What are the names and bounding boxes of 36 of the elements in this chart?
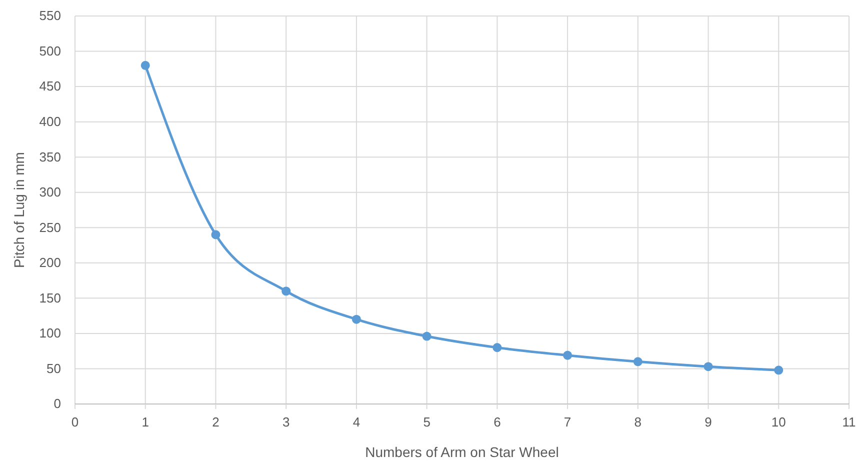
x-tick-label: 4 [352,414,360,430]
point [282,286,291,296]
y-tick-label: 300 [39,184,61,200]
y-tick-label: 350 [39,149,61,164]
x-tick-label: 1 [142,414,149,430]
x-tick-label: 9 [704,414,712,430]
x-tick-label: 8 [634,414,642,430]
y-tick-label: 450 [39,78,61,94]
x-axis-title: Numbers of Arm on Star Wheel [365,444,559,460]
point [704,362,713,372]
x-tick-label: 6 [494,414,501,430]
y-axis-title: Pitch of Lug in mm [11,152,27,268]
y-tick-label: 100 [39,326,61,341]
point [211,230,220,240]
y-tick-label: 550 [39,8,61,24]
x-tick-label: 5 [423,414,430,430]
y-tick-label: 200 [39,255,61,270]
point [774,366,784,375]
y-tick-label: 400 [39,114,61,129]
y-tick-label: 250 [39,220,61,235]
x-tick-label: 7 [564,414,572,430]
x-tick-label: 3 [282,414,290,430]
point [140,60,150,70]
y-tick-label: 150 [39,290,61,306]
x-tick-label: 10 [771,414,786,430]
point [492,343,502,352]
point [633,357,642,366]
x-tick-label: 11 [842,414,856,430]
x-tick-label: 2 [212,414,220,430]
point [422,332,432,341]
point [563,350,572,360]
x-tick-label: 0 [71,414,79,430]
y-tick-label: 500 [39,43,61,58]
point [352,314,361,324]
y-tick-label: 0 [54,396,61,412]
y-tick-label: 50 [46,360,61,376]
